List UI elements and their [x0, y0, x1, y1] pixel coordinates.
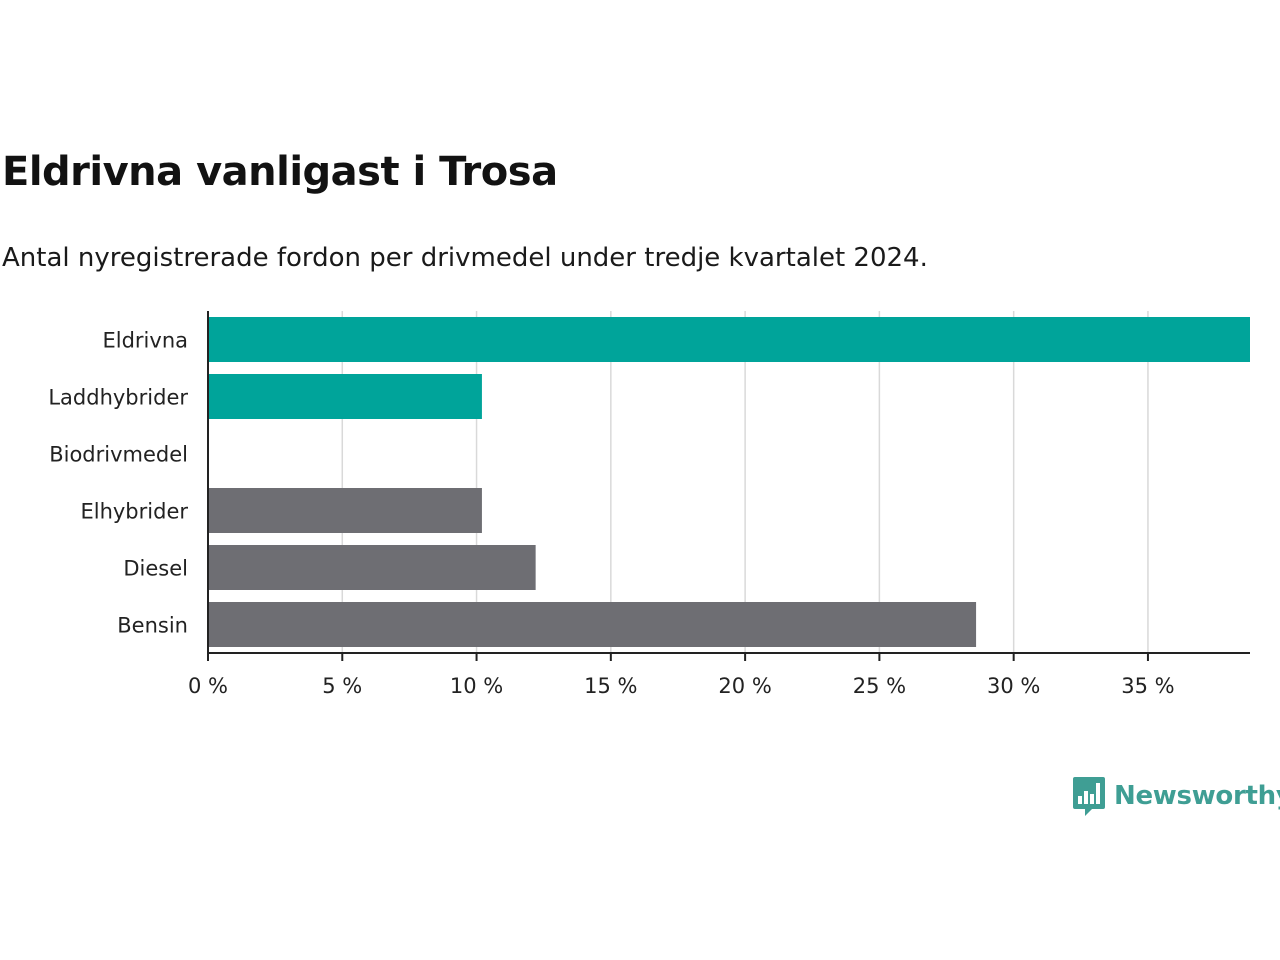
- x-tick-label-30: 30 %: [987, 674, 1040, 698]
- x-tick-label-20: 20 %: [718, 674, 771, 698]
- category-labels: Eldrivna Laddhybrider Biodrivmedel Elhybrid…: [48, 329, 188, 638]
- bars: [208, 317, 1250, 647]
- brand-name: Newsworthy: [1114, 781, 1280, 811]
- x-axis: 0 % 5 % 10 % 15 % 20 % 25 % 30 % 35 %: [188, 311, 1250, 698]
- bar-chart-speech-bubble-icon: [1073, 777, 1105, 816]
- x-tick-label-10: 10 %: [450, 674, 503, 698]
- x-tick-label-0: 0 %: [188, 674, 228, 698]
- gridlines: [341, 311, 1149, 653]
- category-label-biodrivmedel: Biodrivmedel: [49, 443, 188, 467]
- category-label-bensin: Bensin: [117, 614, 188, 638]
- bar-bensin: [208, 602, 977, 647]
- bar-chart: Eldrivna Laddhybrider Biodrivmedel Elhybrid…: [48, 311, 1250, 698]
- x-tick-label-35: 35 %: [1121, 674, 1174, 698]
- x-tick-label-5: 5 %: [322, 674, 362, 698]
- x-tick-label-15: 15 %: [584, 674, 637, 698]
- bar-eldrivna: [208, 317, 1250, 362]
- category-label-diesel: Diesel: [123, 557, 188, 581]
- bar-laddhybrider: [208, 374, 482, 419]
- chart-title: Eldrivna vanligast i Trosa: [2, 149, 558, 195]
- x-tick-label-25: 25 %: [853, 674, 906, 698]
- bar-diesel: [208, 545, 536, 590]
- category-label-eldrivna: Eldrivna: [102, 329, 188, 353]
- newsworthy-logo: Newsworthy: [1072, 774, 1280, 818]
- category-label-laddhybrider: Laddhybrider: [48, 386, 188, 410]
- chart-subtitle: Antal nyregistrerade fordon per drivmede…: [2, 243, 928, 273]
- bar-elhybrider: [208, 488, 482, 533]
- category-label-elhybrider: Elhybrider: [80, 500, 188, 524]
